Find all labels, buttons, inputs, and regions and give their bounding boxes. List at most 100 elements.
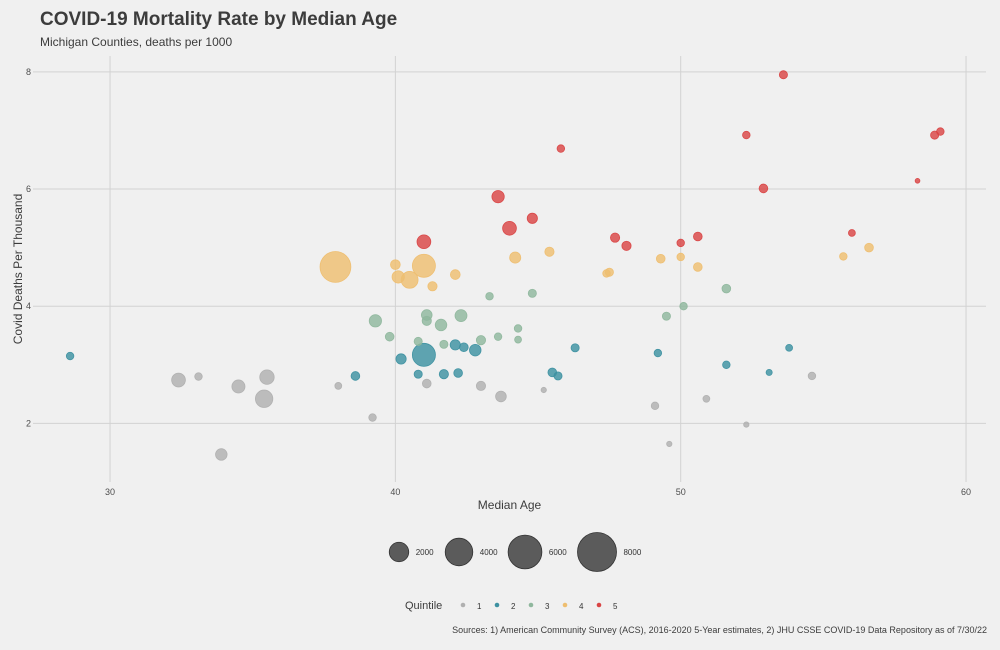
color-legend-label: 4 bbox=[579, 602, 584, 611]
data-point bbox=[440, 340, 448, 348]
data-point bbox=[680, 302, 688, 310]
data-point bbox=[766, 369, 772, 375]
data-point bbox=[454, 369, 463, 378]
data-point bbox=[622, 241, 631, 250]
data-point bbox=[486, 292, 494, 300]
x-tick-label: 40 bbox=[390, 487, 400, 497]
data-point bbox=[545, 247, 554, 256]
data-point bbox=[865, 243, 874, 252]
data-point bbox=[476, 336, 485, 345]
data-point bbox=[390, 260, 400, 270]
data-point bbox=[255, 390, 272, 407]
data-point bbox=[469, 344, 481, 356]
data-point bbox=[848, 230, 855, 237]
size-legend-label: 6000 bbox=[549, 548, 567, 557]
data-point bbox=[422, 316, 431, 325]
size-legend-circle bbox=[578, 533, 617, 572]
data-point bbox=[439, 370, 448, 379]
x-tick-label: 30 bbox=[105, 487, 115, 497]
data-point bbox=[693, 263, 702, 272]
data-point bbox=[320, 252, 351, 283]
data-point bbox=[503, 221, 517, 235]
y-axis-label: Covid Deaths Per Thousand bbox=[11, 194, 25, 345]
data-point bbox=[808, 372, 816, 380]
data-point bbox=[527, 213, 537, 223]
color-legend-title: Quintile bbox=[405, 600, 442, 612]
data-point bbox=[455, 310, 467, 322]
data-point bbox=[759, 184, 768, 193]
data-point bbox=[610, 233, 619, 242]
data-point bbox=[571, 344, 579, 352]
color-legend-dot bbox=[563, 603, 568, 608]
data-point bbox=[703, 395, 710, 402]
data-point bbox=[915, 178, 920, 183]
data-point bbox=[514, 325, 522, 333]
data-point bbox=[603, 270, 611, 278]
size-legend-circle bbox=[445, 538, 473, 566]
data-point bbox=[351, 372, 360, 381]
data-point bbox=[335, 382, 342, 389]
data-point bbox=[476, 381, 485, 390]
data-point bbox=[528, 289, 536, 297]
data-point bbox=[396, 354, 406, 364]
data-point bbox=[232, 380, 245, 393]
data-point bbox=[172, 373, 186, 387]
data-point bbox=[654, 349, 662, 357]
data-point bbox=[541, 387, 546, 392]
y-tick-label: 8 bbox=[26, 67, 31, 77]
data-point bbox=[510, 252, 521, 263]
data-point bbox=[66, 352, 74, 360]
data-point bbox=[369, 414, 377, 422]
color-legend-label: 5 bbox=[613, 602, 618, 611]
data-point bbox=[385, 332, 394, 341]
color-legend-label: 1 bbox=[477, 602, 482, 611]
data-point bbox=[496, 391, 507, 402]
size-legend-circle bbox=[389, 542, 408, 561]
data-point bbox=[723, 361, 731, 369]
y-tick-label: 2 bbox=[26, 418, 31, 428]
size-legend-label: 8000 bbox=[623, 548, 641, 557]
data-point bbox=[422, 379, 431, 388]
color-legend-dot bbox=[461, 603, 466, 608]
data-point bbox=[651, 402, 659, 410]
data-point bbox=[450, 270, 460, 280]
data-point bbox=[722, 284, 731, 293]
data-point bbox=[743, 131, 751, 139]
data-point bbox=[435, 319, 447, 331]
data-point bbox=[260, 370, 274, 384]
data-point bbox=[554, 372, 562, 380]
data-point bbox=[369, 315, 381, 327]
data-point bbox=[677, 239, 685, 247]
y-tick-label: 4 bbox=[26, 301, 31, 311]
data-point bbox=[656, 254, 665, 263]
data-point bbox=[662, 312, 670, 320]
data-point bbox=[744, 422, 749, 427]
size-legend-circle bbox=[508, 535, 542, 569]
color-legend-dot bbox=[495, 603, 500, 608]
y-tick-label: 6 bbox=[26, 184, 31, 194]
source-note: Sources: 1) American Community Survey (A… bbox=[452, 625, 987, 635]
data-point bbox=[557, 145, 565, 153]
color-legend-dot bbox=[529, 603, 534, 608]
data-point bbox=[459, 343, 468, 352]
data-point bbox=[840, 253, 848, 261]
data-point bbox=[417, 235, 431, 249]
data-point bbox=[515, 336, 522, 343]
data-point bbox=[216, 449, 228, 461]
color-legend-label: 2 bbox=[511, 602, 516, 611]
x-tick-label: 50 bbox=[676, 487, 686, 497]
data-point bbox=[195, 373, 203, 381]
data-point bbox=[677, 253, 685, 261]
data-point bbox=[412, 343, 435, 366]
data-point bbox=[414, 337, 422, 345]
data-point bbox=[492, 190, 504, 202]
data-point bbox=[779, 71, 787, 79]
data-point bbox=[414, 370, 422, 378]
x-tick-label: 60 bbox=[961, 487, 971, 497]
x-axis-label: Median Age bbox=[478, 498, 542, 512]
data-point bbox=[450, 340, 460, 350]
size-legend-label: 4000 bbox=[480, 548, 498, 557]
data-point bbox=[693, 232, 702, 241]
